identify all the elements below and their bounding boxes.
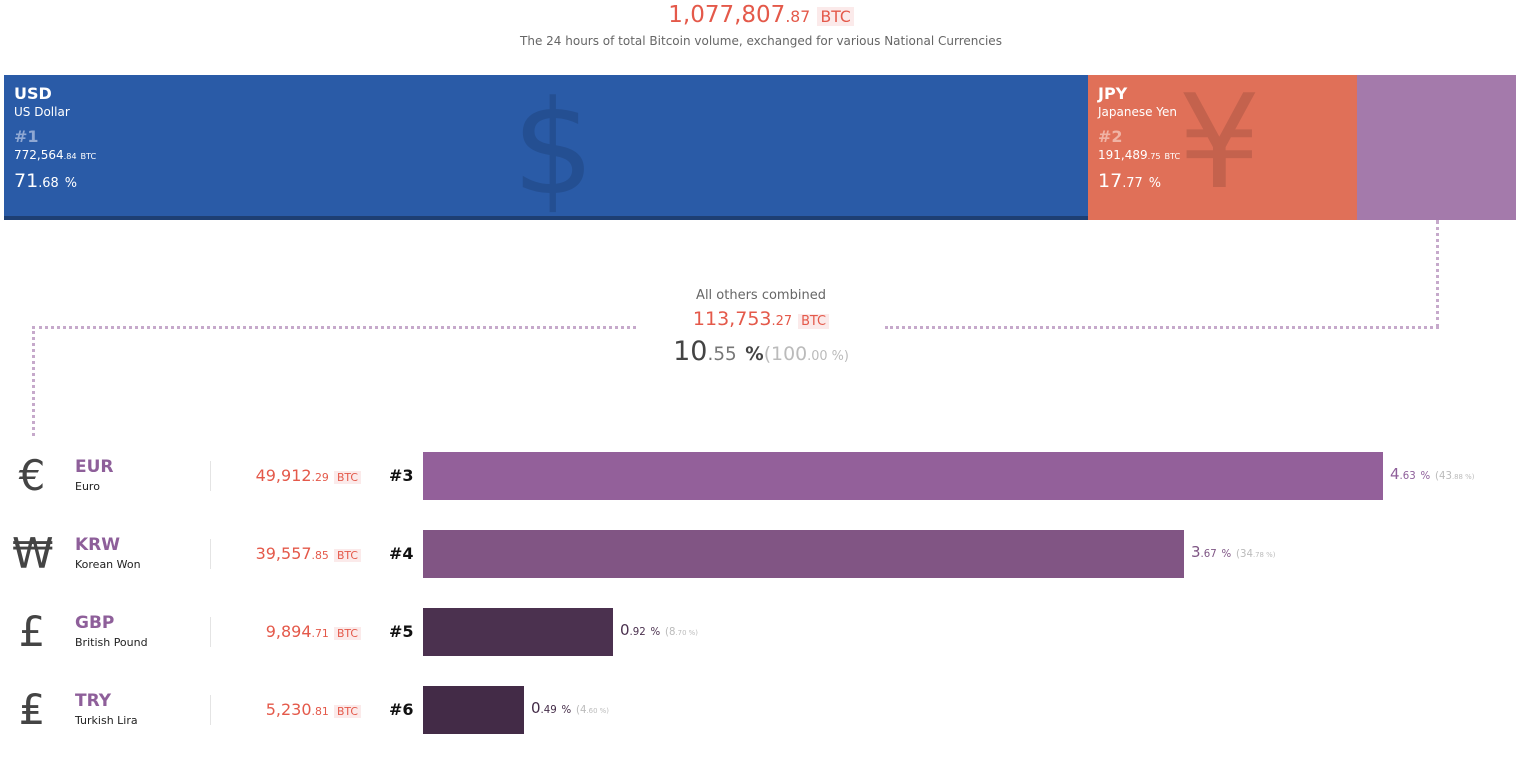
divider: [210, 695, 211, 725]
currency-row-eur[interactable]: € EUR Euro 49,912.29 BTC #3 4.63 % (43.8…: [0, 451, 1528, 500]
percent: 71.68 %: [14, 170, 78, 192]
rank: #5: [389, 622, 414, 641]
percent-label: 0.92 % (8.70 %): [620, 621, 698, 639]
currency-row-try[interactable]: ₤ TRY Turkish Lira 5,230.81 BTC #6 0.49 …: [0, 685, 1528, 734]
rank: #2: [1098, 127, 1123, 146]
rank: #6: [389, 700, 414, 719]
dollar-icon: $: [512, 75, 595, 220]
bar[interactable]: [423, 686, 524, 734]
connector-line: [885, 326, 1439, 329]
percent-label: 0.49 % (4.60 %): [531, 699, 609, 717]
bar[interactable]: [423, 530, 1184, 578]
segment-jpy[interactable]: ¥ JPY Japanese Yen #2 191,489.75 BTC 17.…: [1088, 75, 1357, 220]
rank: #1: [14, 127, 39, 146]
share-label: (34.78 %): [1236, 549, 1276, 560]
currency-code: USD: [14, 84, 52, 103]
currency-code: KRW: [75, 535, 121, 555]
total-volume: 1,077,807.87 BTC: [0, 2, 1522, 28]
share-label: (8.70 %): [665, 627, 698, 638]
currency-name: Korean Won: [75, 558, 141, 571]
currency-code: TRY: [75, 691, 112, 711]
currency-row-krw[interactable]: ₩ KRW Korean Won 39,557.85 BTC #4 3.67 %…: [0, 529, 1528, 578]
segment-usd[interactable]: $ USD US Dollar #1 772,564.84 BTC 71.68 …: [4, 75, 1088, 220]
share-label: (43.88 %): [1435, 471, 1475, 482]
others-summary: All others combined 113,753.27 BTC 10.55…: [0, 288, 1522, 367]
connector-line: [1436, 220, 1439, 328]
others-percent: 10.55 %(100.00 %): [673, 336, 849, 367]
currency-symbol-icon: ₤: [18, 685, 46, 734]
rank: #4: [389, 544, 414, 563]
currency-name: British Pound: [75, 636, 148, 649]
rank: #3: [389, 466, 414, 485]
currency-code: EUR: [75, 457, 114, 477]
divider: [210, 461, 211, 491]
currency-symbol-icon: ₩: [12, 529, 54, 578]
others-volume: 113,753.27 BTC: [0, 308, 1522, 330]
percent-label: 3.67 % (34.78 %): [1191, 543, 1276, 561]
bar[interactable]: [423, 608, 613, 656]
currency-code: GBP: [75, 613, 115, 633]
bar[interactable]: [423, 452, 1383, 500]
currency-code: JPY: [1098, 84, 1128, 103]
divider: [210, 539, 211, 569]
volume: 191,489.75 BTC: [1098, 148, 1181, 162]
others-label: All others combined: [696, 288, 826, 303]
yen-icon: ¥: [1178, 75, 1261, 218]
percent: 17.77 %: [1098, 170, 1162, 192]
currency-name: US Dollar: [14, 105, 70, 119]
connector-line: [32, 326, 35, 436]
currency-symbol-icon: £: [18, 607, 46, 656]
connector-line: [32, 326, 636, 329]
volume: 49,912.29 BTC: [256, 466, 361, 485]
percent-label: 4.63 % (43.88 %): [1390, 465, 1475, 483]
volume: 9,894.71 BTC: [266, 622, 361, 641]
currency-name: Japanese Yen: [1098, 105, 1178, 119]
divider: [210, 617, 211, 647]
currency-name: Turkish Lira: [75, 714, 138, 727]
currency-row-gbp[interactable]: £ GBP British Pound 9,894.71 BTC #5 0.92…: [0, 607, 1528, 656]
segment-others[interactable]: [1357, 75, 1516, 220]
volume: 772,564.84 BTC: [14, 148, 97, 162]
volume: 5,230.81 BTC: [266, 700, 361, 719]
subtitle: The 24 hours of total Bitcoin volume, ex…: [520, 34, 1002, 48]
currency-symbol-icon: €: [18, 451, 46, 500]
volume: 39,557.85 BTC: [256, 544, 361, 563]
share-label: (4.60 %): [576, 705, 609, 716]
currency-name: Euro: [75, 480, 100, 493]
